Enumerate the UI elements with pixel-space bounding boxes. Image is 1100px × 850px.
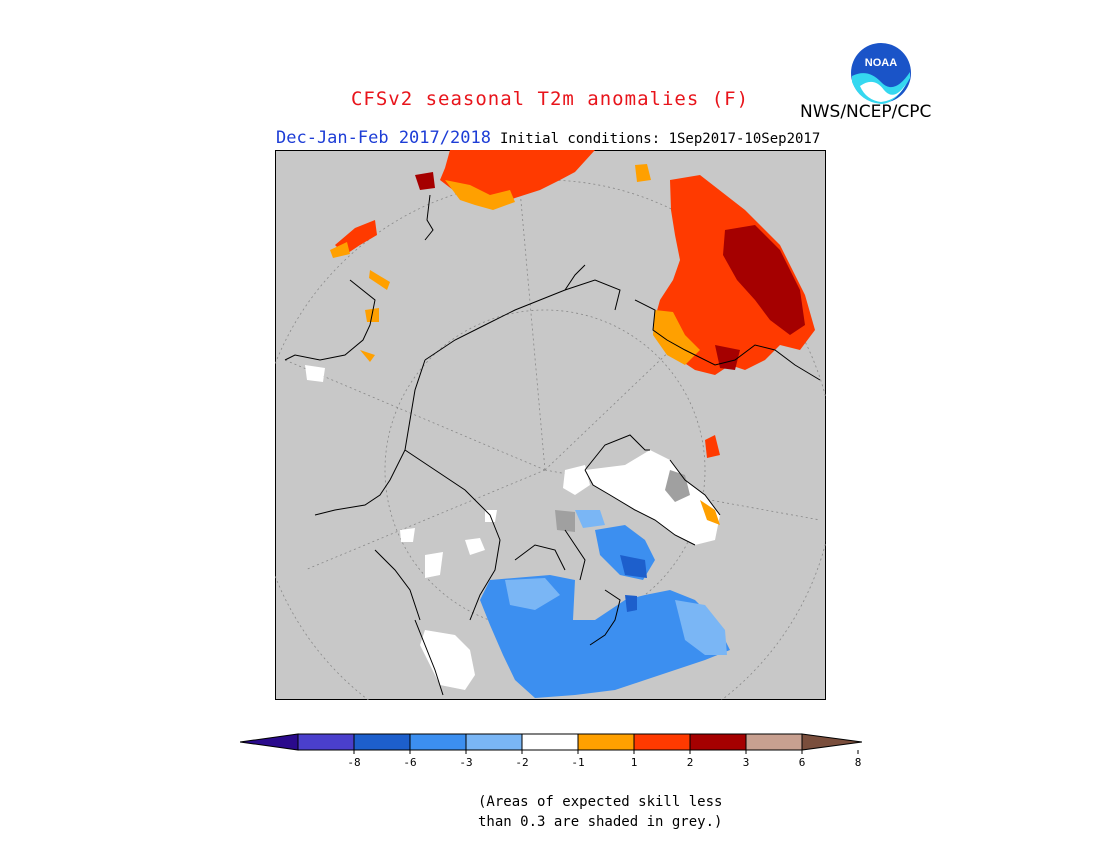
noaa-logo: NOAA — [851, 43, 911, 104]
colorbar-tick-label: -3 — [459, 756, 472, 769]
colorbar-segment — [353, 733, 411, 751]
colorbar-segment — [745, 733, 803, 751]
colorbar-tick-label: -2 — [515, 756, 528, 769]
colorbar-tick-label: 1 — [631, 756, 638, 769]
skill-note-line-2: than 0.3 are shaded in grey.) — [478, 814, 723, 830]
skill-note-line-1: (Areas of expected skill less — [478, 794, 723, 810]
colorbar-tick-label: -8 — [347, 756, 360, 769]
colorbar: -8 -6 -3 -2 -1 1 2 3 6 8 — [240, 733, 862, 769]
figure-title: CFSv2 seasonal T2m anomalies (F) — [350, 88, 750, 110]
initial-conditions-label: Initial conditions: 1Sep2017-10Sep2017 — [500, 131, 821, 147]
colorbar-tick-label: -6 — [403, 756, 416, 769]
season-label: Dec-Jan-Feb 2017/2018 — [276, 128, 491, 148]
coastlines — [284, 194, 821, 696]
colorbar-tick-label: -1 — [571, 756, 584, 769]
skill-note: (Areas of expected skill less than 0.3 a… — [478, 792, 722, 832]
colorbar-segment — [465, 733, 523, 751]
anomaly-map — [275, 150, 826, 700]
colorbar-segment — [577, 733, 635, 751]
colorbar-left-arrow — [240, 733, 299, 751]
alaska-normal-region — [305, 365, 497, 690]
colorbar-tick-label: 2 — [687, 756, 694, 769]
colorbar-tick-label: 3 — [743, 756, 750, 769]
logo-text: NOAA — [865, 57, 897, 69]
colorbar-tick-label: 8 — [855, 756, 862, 769]
colorbar-tick-label: 6 — [799, 756, 806, 769]
colorbar-segment — [633, 733, 691, 751]
colorbar-right-arrow — [801, 733, 862, 751]
colorbar-segment — [521, 733, 579, 751]
canada-cold-region — [480, 510, 730, 698]
siberia-warm-region — [415, 150, 651, 210]
colorbar-segment — [409, 733, 467, 751]
colorbar-segment — [297, 733, 355, 751]
organization-label: NWS/NCEP/CPC — [800, 102, 932, 122]
colorbar-segment — [689, 733, 747, 751]
